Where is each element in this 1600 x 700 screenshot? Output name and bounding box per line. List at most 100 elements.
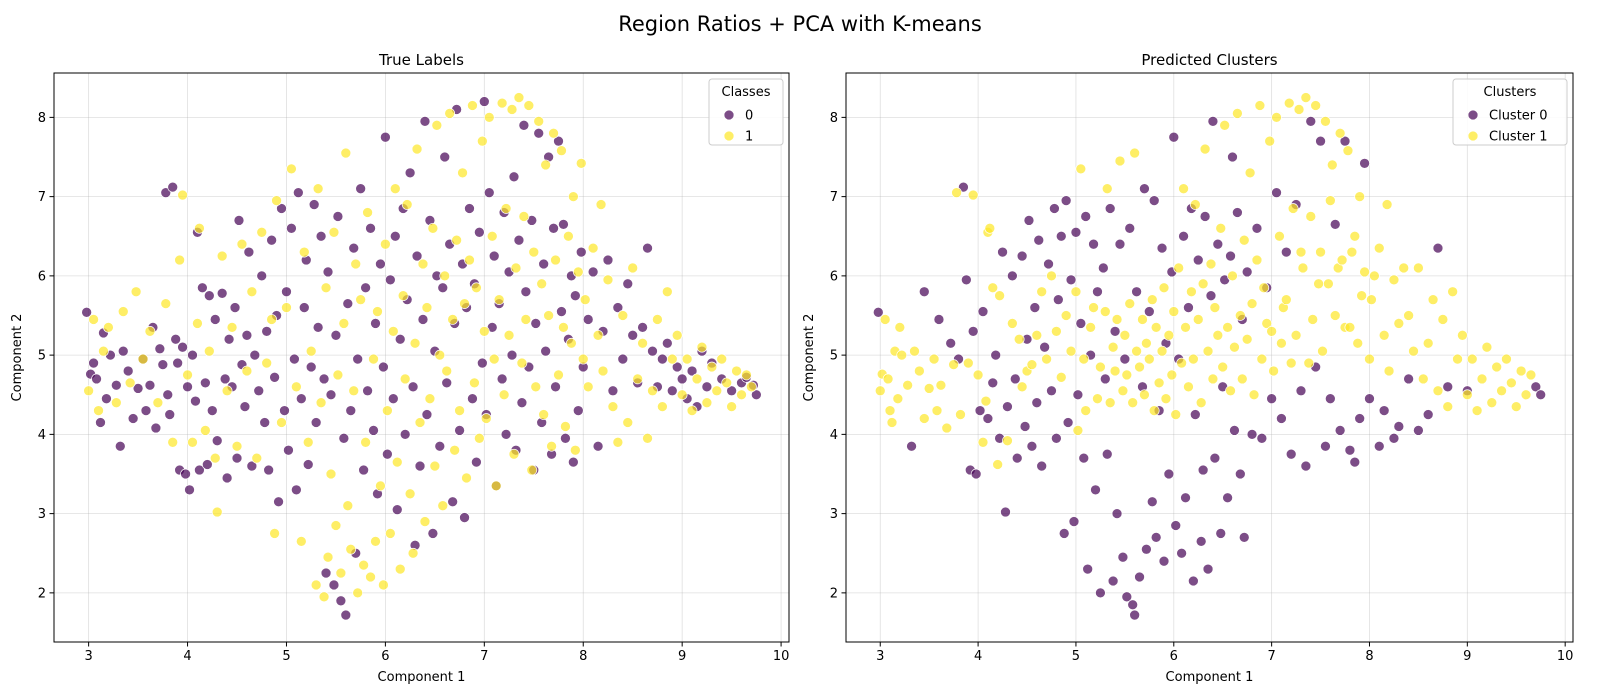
data-point <box>955 409 966 420</box>
data-point <box>582 314 594 325</box>
data-point <box>1246 429 1258 440</box>
legend-box <box>708 78 784 146</box>
data-point <box>399 373 411 385</box>
data-point <box>233 215 245 226</box>
data-point <box>1354 191 1366 202</box>
data-point <box>417 258 429 270</box>
data-point <box>977 306 989 317</box>
y-tick-label: 5 <box>38 349 46 364</box>
data-point <box>1006 270 1018 282</box>
data-point <box>91 373 102 385</box>
x-tick-label: 4 <box>974 649 982 664</box>
data-point <box>1346 246 1358 258</box>
data-point <box>1378 329 1390 341</box>
data-point <box>1197 464 1209 476</box>
data-point <box>548 127 559 139</box>
data-point <box>269 371 280 383</box>
data-point <box>1427 294 1439 305</box>
data-point <box>1222 492 1233 504</box>
data-point <box>1009 373 1021 385</box>
data-point <box>1510 401 1522 412</box>
data-point <box>1364 393 1375 405</box>
data-point <box>421 409 433 420</box>
data-point <box>362 207 373 218</box>
data-point <box>1261 318 1273 329</box>
data-point <box>1101 448 1113 460</box>
data-point <box>1019 421 1031 432</box>
data-point <box>1225 250 1236 262</box>
data-point <box>1168 306 1180 317</box>
data-point <box>1139 389 1150 401</box>
data-point <box>1046 270 1057 282</box>
data-point <box>187 349 198 361</box>
data-point <box>1143 353 1155 365</box>
data-point <box>447 314 459 325</box>
data-point <box>236 238 248 250</box>
data-point <box>389 230 401 242</box>
data-point <box>1359 266 1370 278</box>
data-point <box>216 250 228 262</box>
data-point <box>1104 397 1116 409</box>
data-point <box>1501 353 1512 365</box>
data-point <box>295 536 307 547</box>
data-point <box>387 393 399 405</box>
data-point <box>1049 203 1060 214</box>
data-point <box>647 385 658 397</box>
data-point <box>941 422 953 434</box>
data-point <box>1217 361 1229 373</box>
data-point <box>1320 440 1331 452</box>
data-point <box>1422 337 1434 349</box>
data-point <box>251 452 263 464</box>
data-point <box>1339 135 1351 147</box>
data-point <box>170 333 182 345</box>
data-point <box>221 472 233 484</box>
data-point <box>449 444 460 456</box>
data-point <box>1070 226 1082 238</box>
data-point <box>567 456 579 468</box>
data-point <box>483 112 495 123</box>
data-point <box>345 543 357 555</box>
data-point <box>1212 329 1224 341</box>
legend-label: Cluster 1 <box>1489 130 1548 145</box>
data-point <box>1114 155 1126 167</box>
panel-predicted-clusters: 3 4 5 6 7 8 9 10 2 3 4 5 6 7 8 Predicted Clusters Compon… <box>802 51 1574 685</box>
data-point <box>1413 425 1424 436</box>
data-point <box>1344 322 1356 333</box>
data-point <box>945 337 957 349</box>
x-tick-label: 6 <box>381 649 389 664</box>
data-point <box>558 219 569 230</box>
data-point <box>150 422 162 434</box>
data-point <box>332 369 344 381</box>
x-tick-label: 9 <box>678 649 686 664</box>
data-point <box>612 302 624 313</box>
data-point <box>1285 448 1297 460</box>
data-point <box>1408 345 1419 357</box>
data-point <box>342 298 354 309</box>
data-point <box>391 456 403 468</box>
data-point <box>1026 359 1038 370</box>
data-point <box>1000 506 1011 518</box>
data-point <box>298 302 310 313</box>
data-point <box>1287 203 1299 214</box>
data-point <box>1141 543 1152 555</box>
data-point <box>281 302 292 313</box>
data-point <box>990 349 1002 361</box>
data-point <box>206 405 218 416</box>
data-point <box>328 579 340 591</box>
series-purple <box>81 96 762 621</box>
data-point <box>980 395 992 407</box>
data-point <box>157 359 169 370</box>
data-point <box>1160 393 1172 405</box>
data-point <box>302 436 314 448</box>
data-point <box>315 230 327 242</box>
data-point <box>508 171 520 183</box>
data-point <box>1398 262 1410 274</box>
data-point <box>1388 274 1400 286</box>
data-point <box>1373 440 1385 452</box>
data-point <box>378 361 389 373</box>
data-point <box>632 373 644 385</box>
data-point <box>330 520 342 531</box>
data-point <box>1274 230 1285 242</box>
data-point <box>419 115 431 127</box>
data-point <box>283 444 294 456</box>
